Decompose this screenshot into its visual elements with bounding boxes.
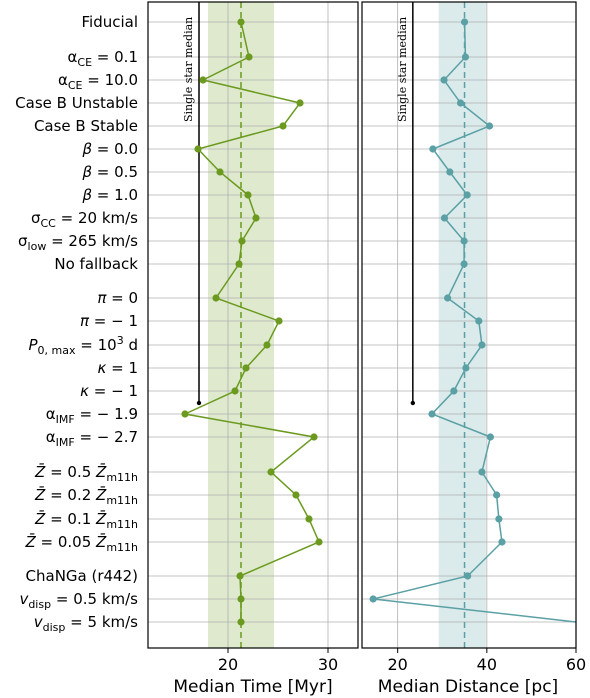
data-point: [498, 538, 506, 546]
axes-frame: [361, 1, 577, 649]
x-tick-label: 40: [477, 655, 497, 674]
data-point: [493, 491, 501, 499]
data-point: [305, 515, 313, 523]
distance-axis-label: Median Distance [pc]: [378, 677, 558, 697]
row-label: P0, max = 103 d: [28, 334, 138, 357]
x-tick-label: 60: [566, 655, 586, 674]
data-point: [216, 168, 224, 176]
data-point: [478, 468, 486, 476]
data-point: [486, 433, 494, 441]
single-star-median-marker: [196, 400, 202, 406]
data-point: [238, 237, 246, 245]
data-point: [440, 214, 449, 222]
data-point: [279, 122, 287, 130]
row-label: Z̄ = 0.5 Z̄m11h: [34, 462, 138, 484]
row-label: Fiducial: [81, 13, 138, 31]
row-label: Z̄ = 0.1 Z̄m11h: [34, 509, 138, 531]
data-point: [444, 294, 452, 302]
row-label: αIMF = − 1.9: [46, 405, 138, 426]
single-star-median-label: Single star median: [182, 17, 195, 122]
row-label: β = 0.5: [81, 163, 138, 181]
data-point: [235, 260, 243, 268]
row-label: αCE = 0.1: [68, 48, 139, 69]
data-point: [244, 191, 252, 199]
time-panel: Single star median 20 30: [147, 1, 359, 674]
data-point: [460, 237, 468, 245]
row-label: π = − 1: [80, 312, 138, 330]
data-point: [237, 595, 245, 603]
data-point: [275, 317, 283, 325]
row-label: Case B Stable: [34, 117, 138, 135]
data-point: [267, 468, 275, 476]
data-point: [461, 53, 470, 61]
data-point: [463, 191, 471, 199]
row-label: ChaNGa (r442): [26, 567, 138, 585]
data-point: [292, 491, 300, 499]
data-point: [478, 341, 486, 349]
row-label: β = 1.0: [81, 186, 138, 204]
data-point: [263, 341, 271, 349]
data-point: [252, 214, 260, 222]
data-point: [199, 76, 207, 84]
row-label: No fallback: [54, 255, 138, 273]
data-point: [310, 433, 318, 441]
row-label: Z̄ = 0.05 Z̄m11h: [24, 532, 138, 554]
data-point: [236, 572, 244, 580]
x-tick-label: 20: [387, 655, 407, 674]
single-star-median-marker: [410, 400, 416, 406]
data-point: [231, 387, 239, 395]
data-point: [194, 145, 202, 153]
data-point: [464, 572, 472, 580]
data-point: [450, 387, 458, 395]
row-label: αCE = 10.0: [58, 71, 138, 92]
row-label: vdisp = 5 km/s: [34, 613, 138, 634]
data-point: [460, 260, 468, 268]
x-tick-label: 30: [318, 655, 338, 674]
data-point: [296, 99, 304, 107]
row-label: κ = 1: [98, 359, 139, 377]
data-point: [456, 99, 465, 107]
axes-frame: [147, 1, 359, 649]
data-point: [242, 364, 250, 372]
data-point: [369, 595, 377, 603]
data-point: [428, 410, 436, 418]
data-point: [212, 294, 220, 302]
data-point: [429, 145, 437, 153]
data-point: [462, 364, 470, 372]
distance-panel: Single star median 20 40 60: [361, 1, 586, 674]
data-point: [475, 317, 483, 325]
data-point: [237, 18, 245, 26]
data-point: [485, 122, 494, 130]
row-label: σCC = 20 km/s: [31, 209, 138, 230]
single-star-median-label: Single star median: [396, 17, 409, 122]
row-label: vdisp = 0.5 km/s: [19, 590, 138, 611]
data-point: [315, 538, 323, 546]
row-label: σlow = 265 km/s: [18, 232, 138, 253]
data-point: [446, 168, 454, 176]
confidence-band: [438, 2, 486, 648]
row-label: Case B Unstable: [15, 94, 138, 112]
row-label: Z̄ = 0.2 Z̄m11h: [34, 485, 138, 507]
data-point: [237, 618, 245, 626]
data-point: [495, 515, 503, 523]
data-point: [245, 53, 253, 61]
row-label: π = 0: [97, 289, 138, 307]
row-label: κ = − 1: [80, 382, 138, 400]
row-label: β = 0.0: [81, 140, 138, 158]
data-point: [460, 18, 469, 26]
row-label: αIMF = − 2.7: [46, 428, 138, 449]
x-tick-label: 20: [218, 655, 238, 674]
time-axis-label: Median Time [Myr]: [173, 677, 332, 697]
data-point: [181, 410, 189, 418]
data-point: [440, 76, 448, 84]
